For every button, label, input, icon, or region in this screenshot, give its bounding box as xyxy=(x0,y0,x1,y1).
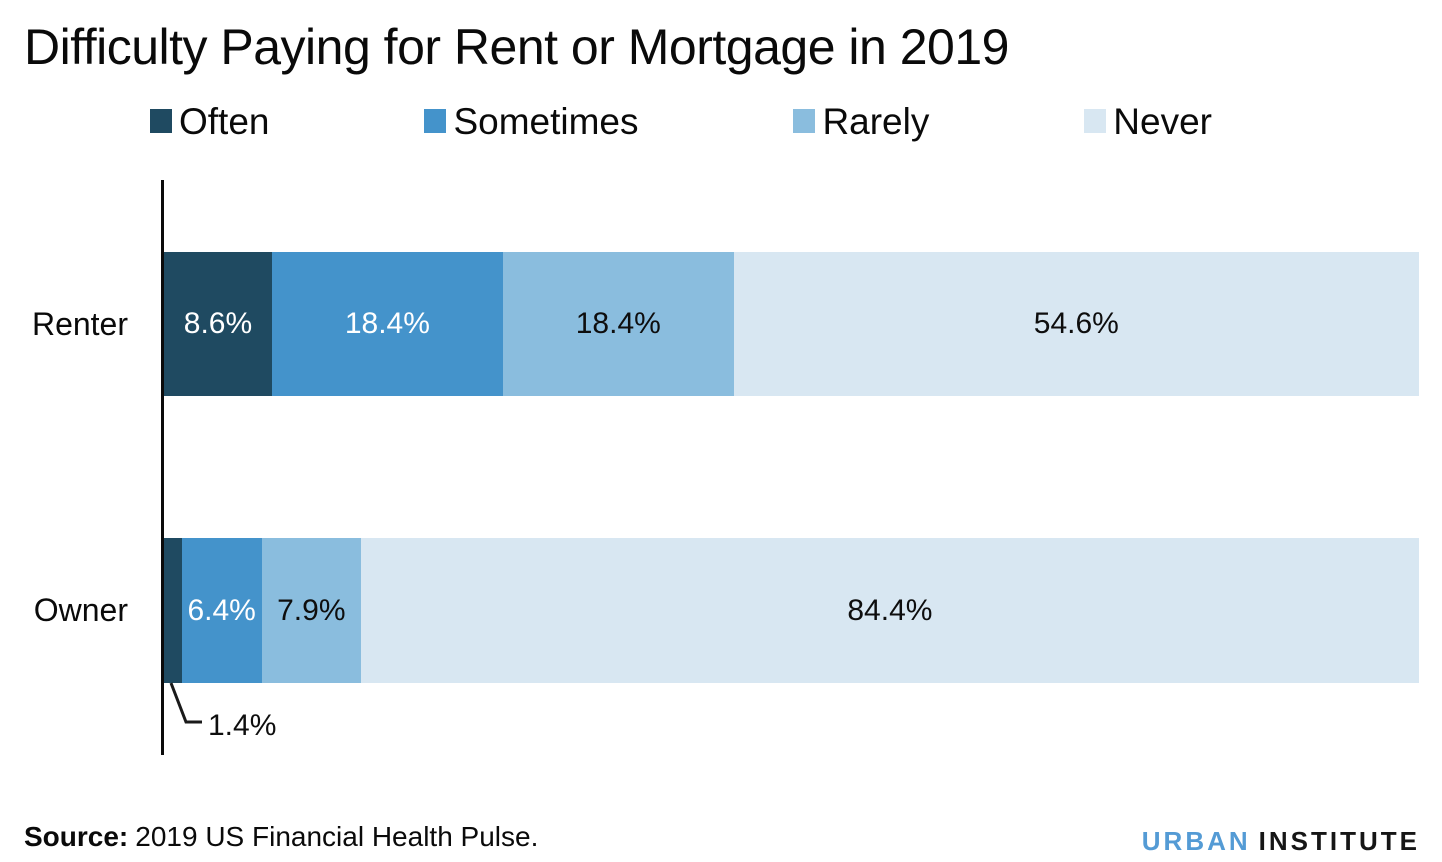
legend-swatch-never xyxy=(1084,109,1107,133)
legend-label-never: Never xyxy=(1113,100,1212,142)
source-text: 2019 US Financial Health Pulse. xyxy=(135,821,539,852)
legend-swatch-rarely xyxy=(793,109,816,133)
source-note: Source: 2019 US Financial Health Pulse. xyxy=(24,821,538,853)
callout-leader-line xyxy=(169,682,202,724)
legend-item-often: Often xyxy=(150,103,270,140)
bar-renter-never-value: 54.6% xyxy=(1033,307,1119,340)
legend: Often Sometimes Rarely Never xyxy=(150,102,1212,140)
source-prefix: Source: xyxy=(24,821,129,852)
legend-item-rarely: Rarely xyxy=(793,103,929,140)
bar-renter-sometimes-value: 18.4% xyxy=(344,307,430,340)
bar-renter-segment-never: 54.6% xyxy=(733,252,1419,396)
category-label-owner: Owner xyxy=(33,592,128,628)
bar-owner-rarely-value: 7.9% xyxy=(277,593,346,627)
category-label-renter: Renter xyxy=(31,305,128,342)
legend-label-rarely: Rarely xyxy=(822,100,930,142)
bar-renter-rarely-value: 18.4% xyxy=(575,307,661,340)
bar-owner-segment-sometimes: 6.4% xyxy=(181,538,262,683)
legend-label-sometimes: Sometimes xyxy=(453,100,639,142)
chart-title: Difficulty Paying for Rent or Mortgage i… xyxy=(24,19,1009,75)
bar-owner-segment-never: 84.4% xyxy=(360,538,1419,683)
y-axis-line xyxy=(161,180,164,755)
logo-word-urban: URBAN xyxy=(1141,826,1251,856)
bar-owner-sometimes-value: 6.4% xyxy=(187,593,256,627)
legend-label-often: Often xyxy=(179,100,270,142)
bar-renter-segment-rarely: 18.4% xyxy=(502,252,734,396)
logo-word-institute: INSTITUTE xyxy=(1258,826,1420,856)
bar-renter-segment-sometimes: 18.4% xyxy=(271,252,503,396)
callout-label-owner-often: 1.4% xyxy=(208,709,277,742)
bar-owner: 6.4% 7.9% 84.4% xyxy=(164,538,1419,683)
bar-owner-never-value: 84.4% xyxy=(847,593,933,627)
bar-renter: 8.6% 18.4% 18.4% 54.6% xyxy=(164,252,1419,396)
legend-item-never: Never xyxy=(1084,103,1212,140)
bar-renter-segment-often: 8.6% xyxy=(164,252,272,396)
bar-owner-segment-rarely: 7.9% xyxy=(261,538,361,683)
bar-owner-segment-often xyxy=(164,538,182,683)
bar-renter-often-value: 8.6% xyxy=(183,307,253,340)
legend-item-sometimes: Sometimes xyxy=(424,100,639,142)
legend-swatch-often xyxy=(150,109,172,133)
urban-institute-logo: URBAN INSTITUTE xyxy=(1142,826,1420,857)
legend-swatch-sometimes xyxy=(424,109,447,133)
